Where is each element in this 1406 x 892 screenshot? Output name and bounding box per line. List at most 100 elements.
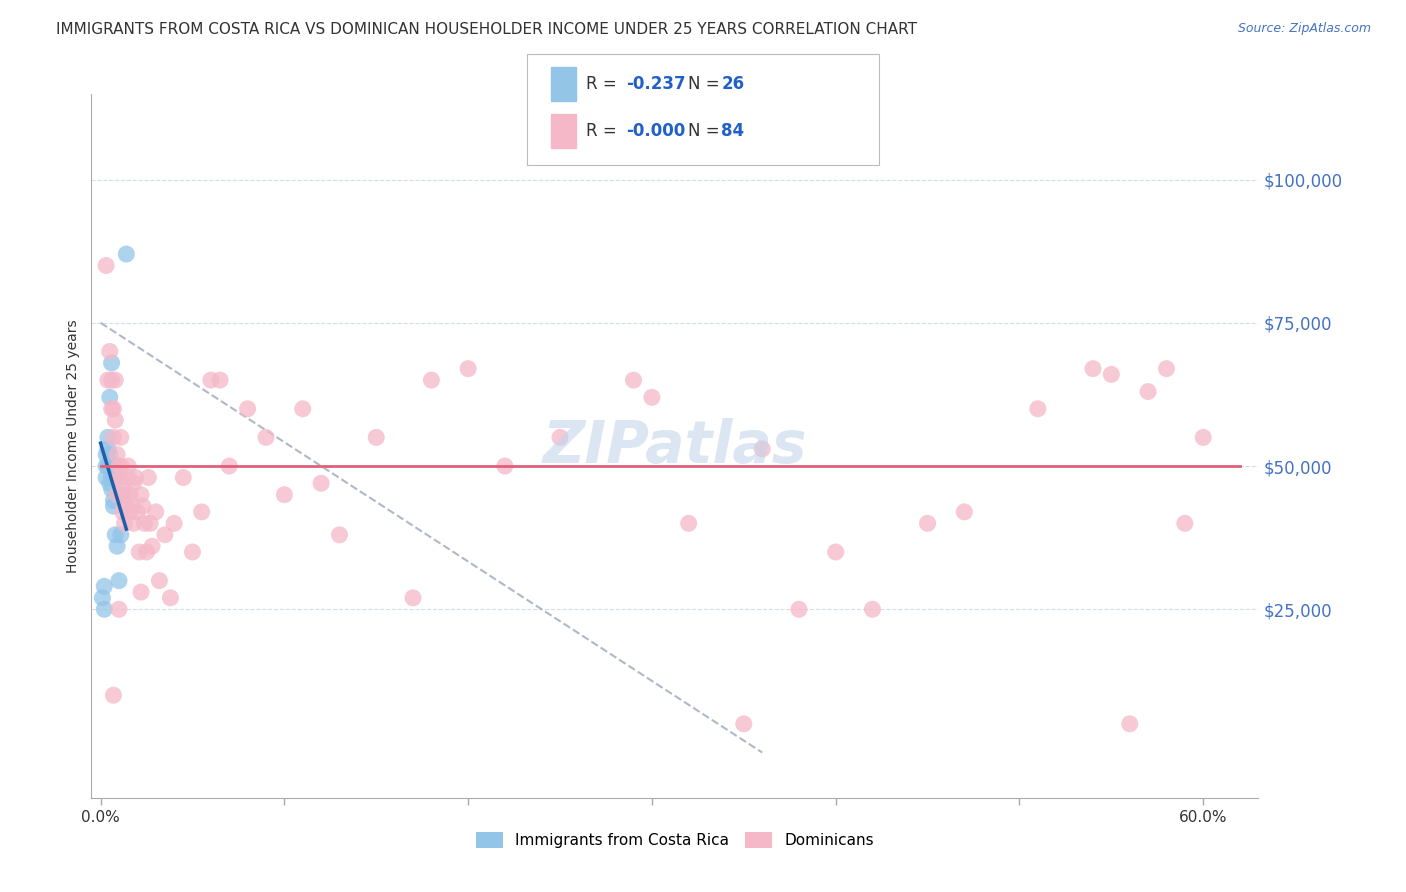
Point [111,476,134,491]
Point [103,493,125,508]
Point [127,505,149,519]
Point [117,470,139,484]
Point [787,602,810,616]
Point [1174,516,1197,531]
Point [97,373,120,387]
Point [111,488,134,502]
Point [328,528,350,542]
Point [200,373,222,387]
Point [366,430,388,444]
Point [208,373,231,387]
Point [1192,430,1215,444]
Point [141,539,163,553]
Y-axis label: Householder Income Under 25 years: Householder Income Under 25 years [66,319,80,573]
Point [115,499,138,513]
Legend: Immigrants from Costa Rica, Dominicans: Immigrants from Costa Rica, Dominicans [470,826,880,855]
Point [402,591,425,605]
Point [91,591,114,605]
Point [172,470,194,484]
Point [139,516,162,531]
Text: R =: R = [586,122,623,140]
Text: -0.000: -0.000 [626,122,685,140]
Text: ZIPatlas: ZIPatlas [543,417,807,475]
Text: Source: ZipAtlas.com: Source: ZipAtlas.com [1237,22,1371,36]
Point [118,488,141,502]
Point [115,247,138,261]
Point [100,373,122,387]
Text: N =: N = [688,122,724,140]
Text: 26: 26 [721,75,744,93]
Point [121,499,143,513]
Point [100,482,122,496]
Point [94,259,117,273]
Point [917,516,939,531]
Point [97,458,120,473]
Point [115,488,138,502]
Point [105,488,128,502]
Point [97,442,120,456]
Point [641,390,664,404]
Point [103,430,125,444]
Point [111,488,134,502]
Point [110,528,132,542]
Text: R =: R = [586,75,623,93]
Point [494,458,516,473]
Point [862,602,884,616]
Point [100,470,122,484]
Point [114,499,136,513]
Point [129,488,152,502]
Point [163,516,186,531]
Point [751,442,773,456]
Point [132,499,155,513]
Point [678,516,700,531]
Point [138,470,160,484]
Point [457,361,479,376]
Point [1099,368,1122,382]
Point [824,545,846,559]
Point [145,505,167,519]
Point [108,602,131,616]
Point [94,448,117,462]
Point [108,470,131,484]
Point [134,516,156,531]
Point [100,401,122,416]
Point [218,458,240,473]
Text: -0.237: -0.237 [626,75,685,93]
Point [122,516,145,531]
Point [1137,384,1160,399]
Point [103,499,125,513]
Text: N =: N = [688,75,724,93]
Point [733,717,755,731]
Point [98,476,121,491]
Point [623,373,645,387]
Point [148,574,170,588]
Point [1081,361,1104,376]
Point [103,688,125,702]
Point [104,458,127,473]
Point [122,476,145,491]
Point [129,585,152,599]
Point [153,528,176,542]
Point [1156,361,1178,376]
Point [94,470,117,484]
Point [128,545,150,559]
Point [309,476,332,491]
Point [110,458,132,473]
Point [1026,401,1049,416]
Point [236,401,259,416]
Point [135,545,157,559]
Point [98,448,121,462]
Point [104,528,127,542]
Point [291,401,314,416]
Point [111,505,134,519]
Point [105,448,128,462]
Point [93,602,115,616]
Point [108,574,131,588]
Point [98,344,121,359]
Point [190,505,212,519]
Point [103,401,125,416]
Point [181,545,204,559]
Text: IMMIGRANTS FROM COSTA RICA VS DOMINICAN HOUSEHOLDER INCOME UNDER 25 YEARS CORREL: IMMIGRANTS FROM COSTA RICA VS DOMINICAN … [56,22,917,37]
Point [114,516,136,531]
Point [94,458,117,473]
